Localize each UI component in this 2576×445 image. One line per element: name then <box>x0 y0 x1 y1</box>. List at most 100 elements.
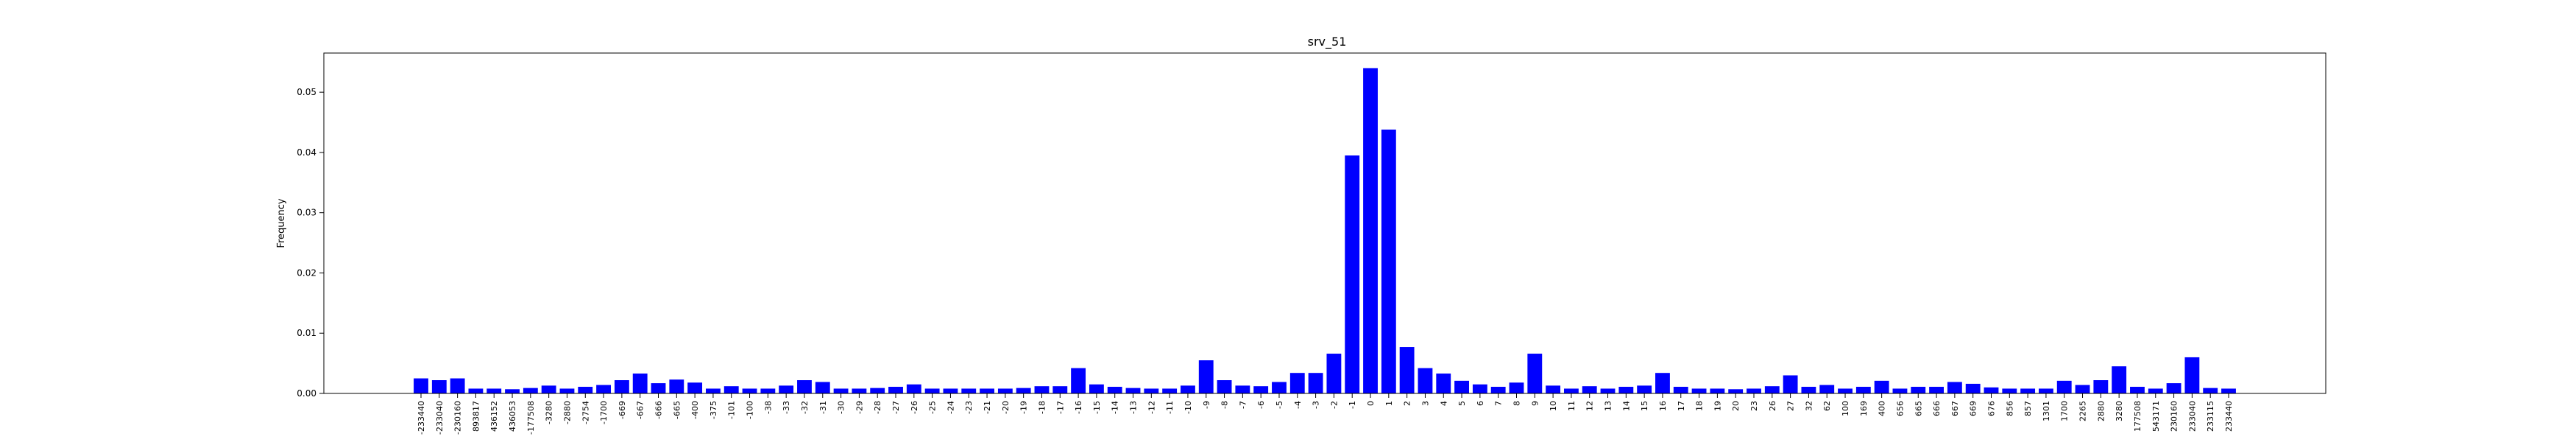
x-tick-label: 667 <box>1950 401 1960 416</box>
bar <box>1783 375 1798 393</box>
bar <box>1637 385 1652 393</box>
y-tick-label: 0.00 <box>297 388 316 399</box>
x-tick-label: -2754 <box>581 401 590 424</box>
bar <box>1546 385 1561 393</box>
x-tick-label: -665 <box>672 401 682 419</box>
x-tick-label: 15 <box>1640 401 1649 411</box>
x-tick-label: -100 <box>746 401 755 419</box>
x-tick-label: 17 <box>1677 401 1686 411</box>
bar <box>1527 354 1543 393</box>
y-tick-label: 0.04 <box>297 147 316 158</box>
x-tick-label: 856 <box>2005 401 2014 416</box>
x-tick-label: -26 <box>910 401 919 414</box>
x-tick-label: -14 <box>1111 401 1120 414</box>
bar <box>779 385 794 393</box>
bar <box>1929 387 1944 393</box>
bar <box>2166 383 2182 393</box>
x-tick-label: 676 <box>1986 401 1996 416</box>
x-tick-label: -28 <box>873 401 882 414</box>
bar <box>906 384 921 393</box>
x-tick-label: 18 <box>1695 401 1705 411</box>
x-tick-label: 3 <box>1420 401 1430 406</box>
bar <box>1655 373 1670 393</box>
plot-area-frame <box>323 52 2326 394</box>
bar <box>2130 387 2145 393</box>
bar <box>1747 388 1761 393</box>
x-tick-label: -13 <box>1129 401 1139 414</box>
bar <box>1198 360 1214 393</box>
x-tick-label: -669 <box>618 401 627 419</box>
x-tick-label: 669 <box>1969 401 1978 416</box>
x-tick-label: 436152 <box>489 401 499 432</box>
x-tick-label: 400 <box>1878 401 1887 416</box>
bar <box>687 382 703 393</box>
x-tick-label: -24 <box>946 401 955 414</box>
x-tick-label: 5 <box>1457 401 1467 406</box>
x-tick-label: -16 <box>1074 401 1083 414</box>
bar <box>742 388 757 393</box>
x-tick-label: 4 <box>1439 401 1448 406</box>
bar <box>997 388 1013 393</box>
bar <box>632 374 648 393</box>
bar <box>1089 384 1104 393</box>
bar <box>1363 68 1378 393</box>
chart-title: srv_51 <box>1308 35 1347 49</box>
x-tick-label: 1700 <box>2060 401 2070 421</box>
x-tick-label: -10 <box>1183 401 1193 414</box>
bar <box>1144 388 1159 393</box>
bar <box>924 388 940 393</box>
x-tick-label: -4 <box>1293 401 1303 409</box>
x-tick-label: -20 <box>1001 401 1011 414</box>
y-tick-label: 0.02 <box>297 267 316 278</box>
x-tick-label: -6 <box>1256 401 1266 409</box>
bar <box>541 385 556 393</box>
bar <box>1381 129 1396 393</box>
x-tick-label: 13 <box>1604 401 1613 411</box>
bar <box>1107 387 1122 393</box>
bar <box>596 385 612 393</box>
x-tick-label: -101 <box>727 401 737 419</box>
x-tick-label: -8 <box>1220 401 1230 409</box>
bar <box>1728 389 1744 393</box>
bar <box>2112 366 2127 393</box>
x-tick-label: -18 <box>1037 401 1047 414</box>
bar <box>450 378 465 393</box>
x-tick-label: -230160 <box>453 401 463 435</box>
x-tick-label: -1700 <box>599 401 609 424</box>
bar <box>1710 388 1725 393</box>
x-tick-label: 2 <box>1403 401 1412 406</box>
bar <box>1801 387 1816 393</box>
bar <box>578 387 593 393</box>
x-tick-label: 14 <box>1621 401 1631 411</box>
bar <box>651 383 666 393</box>
x-tick-label: 62 <box>1822 401 1832 411</box>
y-tick-label: 0.05 <box>297 87 316 97</box>
bars-group <box>414 68 2236 393</box>
bar <box>1819 385 1835 393</box>
x-tick-label: -23 <box>964 401 974 414</box>
bar <box>1016 388 1031 393</box>
bar <box>2056 380 2072 393</box>
bar <box>1472 384 1487 393</box>
bar <box>961 388 977 393</box>
x-tick-label: 893817 <box>471 401 481 432</box>
bar <box>2221 388 2236 393</box>
x-tick-label: 10 <box>1549 401 1558 411</box>
x-tick-label: -1 <box>1348 401 1357 409</box>
bar <box>1034 386 1050 393</box>
bar <box>1855 387 1871 393</box>
x-tick-label: 543171 <box>2151 401 2161 432</box>
bar <box>505 389 520 393</box>
bar <box>1600 388 1616 393</box>
bar <box>2093 380 2109 393</box>
bar <box>523 388 538 393</box>
bar <box>431 380 447 393</box>
x-tick-label: 9 <box>1530 401 1540 406</box>
bar <box>1052 386 1068 393</box>
bar <box>706 388 721 393</box>
x-tick-label: 23 <box>1749 401 1759 411</box>
bar <box>669 379 684 393</box>
x-tick-label: -27 <box>891 401 901 414</box>
x-tick-label: 3280 <box>2115 401 2124 421</box>
